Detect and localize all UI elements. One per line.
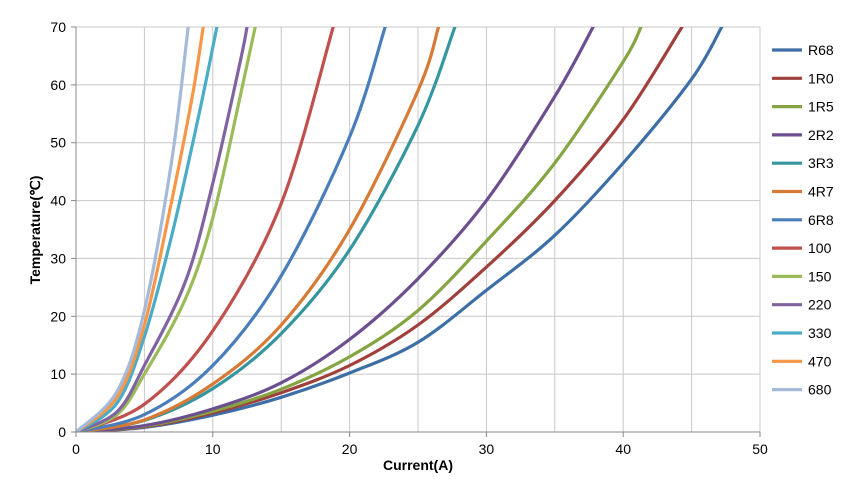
legend-label-4r7: 4R7 [808, 184, 834, 200]
y-tick-label: 40 [50, 193, 66, 209]
x-axis-title: Current(A) [383, 457, 453, 473]
y-tick-label: 60 [50, 77, 66, 93]
series-line-220 [76, 27, 249, 432]
x-tick-label: 20 [342, 441, 358, 457]
legend-label-100: 100 [808, 240, 832, 256]
legend-label-3r3: 3R3 [808, 155, 834, 171]
legend-label-1r5: 1R5 [808, 99, 834, 115]
series-line-680 [76, 27, 190, 432]
legend-label-680: 680 [808, 382, 832, 398]
x-tick-label: 0 [72, 441, 80, 457]
y-tick-label: 70 [50, 19, 66, 35]
legend-label-150: 150 [808, 268, 832, 284]
legend-label-6r8: 6R8 [808, 212, 834, 228]
axes: 0 10 20 30 40 50 0 10 20 30 40 50 60 70 [50, 19, 768, 457]
legend-label-220: 220 [808, 297, 832, 313]
y-tick-label: 20 [50, 308, 66, 324]
legend-label-1r0: 1R0 [808, 70, 834, 86]
series-line-6r8 [76, 27, 387, 432]
y-tick-label: 0 [58, 424, 66, 440]
x-tick-label: 50 [752, 441, 768, 457]
y-axis-title: Temperature(℃) [27, 176, 43, 285]
series-line-150 [76, 27, 257, 432]
series-line-100 [76, 27, 335, 432]
legend: R68 1R0 1R5 2R2 3R3 4R7 6R8 100 150 220 330 470 680 [772, 42, 834, 398]
series-line-2r2 [76, 27, 595, 432]
legend-label-2r2: 2R2 [808, 127, 834, 143]
series-line-330 [76, 27, 219, 432]
series-line-4r7 [76, 27, 441, 432]
x-tick-label: 10 [205, 441, 221, 457]
legend-label-330: 330 [808, 325, 832, 341]
series-lines [76, 27, 724, 432]
y-tick-label: 10 [50, 366, 66, 382]
series-line-r68 [76, 27, 724, 432]
legend-label-470: 470 [808, 353, 832, 369]
y-tick-label: 50 [50, 135, 66, 151]
y-tick-label: 30 [50, 250, 66, 266]
x-tick-label: 30 [479, 441, 495, 457]
series-line-470 [76, 27, 205, 432]
x-tick-label: 40 [615, 441, 631, 457]
legend-label-r68: R68 [808, 42, 834, 58]
